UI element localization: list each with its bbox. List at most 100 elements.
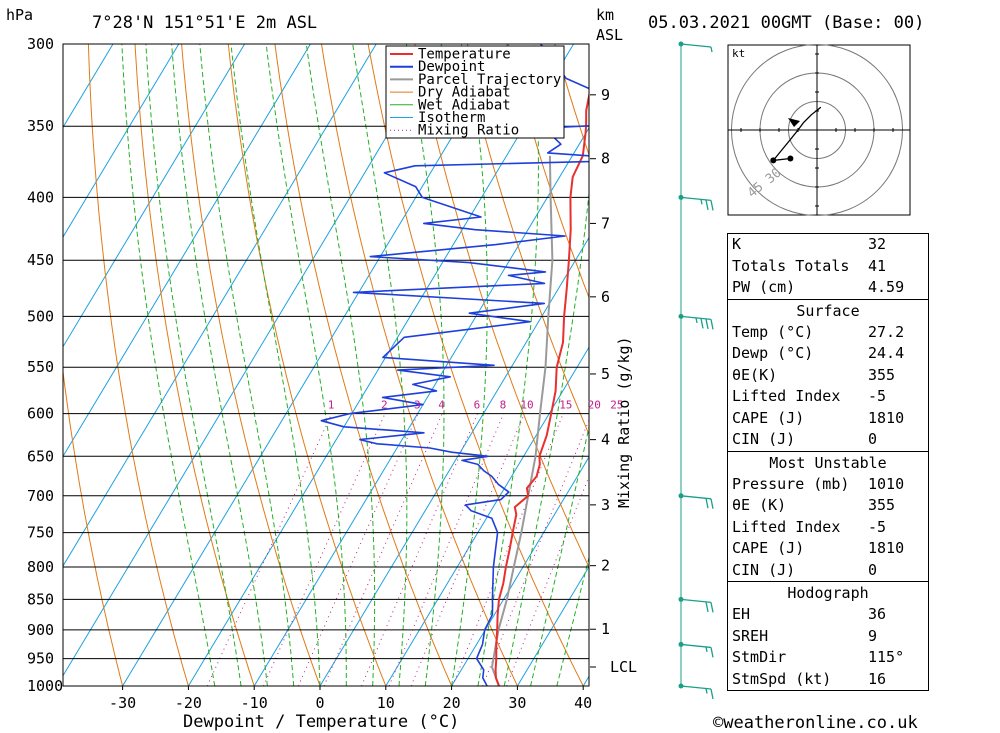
- wind-barb-half-flag: [710, 46, 713, 53]
- hodograph-section-title: Hodograph: [728, 581, 928, 604]
- isotherm-line: [187, 44, 575, 686]
- mu-lifted-index-row: Lifted Index -5: [728, 517, 928, 539]
- parcel-trajectory: [491, 155, 554, 686]
- pressure-tick-label: 800: [27, 558, 54, 576]
- index-label: Lifted Index: [732, 387, 841, 405]
- datetime-title: 05.03.2021 00GMT (Base: 00): [648, 13, 924, 33]
- mu-pressure-row: Pressure (mb) 1010: [728, 474, 928, 496]
- wet-adiabat-line: [451, 44, 488, 686]
- hodograph-point-dot: [770, 157, 777, 164]
- mixing-ratio-label: 2: [381, 399, 388, 412]
- mixing-ratio-label: 6: [474, 399, 481, 412]
- wet-adiabat-line: [352, 44, 408, 686]
- mixing-ratio-label: 8: [500, 399, 507, 412]
- wind-barb-column: [678, 41, 714, 700]
- isotherm-line: [122, 44, 509, 686]
- index-value: 0: [868, 430, 878, 448]
- mu-cape-row: CAPE (J) 1810: [728, 538, 928, 560]
- index-value: 115°: [868, 648, 905, 666]
- pressure-tick-label: 350: [27, 117, 54, 135]
- mixing-ratio-labels: 1 2 3 4 6 8 10 15 20 25: [328, 399, 624, 412]
- mixing-ratio-line: [323, 413, 443, 686]
- wind-barb-flag: [710, 319, 714, 330]
- index-label: CIN (J): [732, 430, 796, 448]
- mixing-ratio-label: 1: [328, 399, 335, 412]
- wet-adiabat-line: [121, 44, 216, 686]
- surface-dewp-row: Dewp (°C) 24.4: [728, 343, 928, 365]
- wind-barb-flag: [705, 199, 709, 211]
- general-indices-panel: K 32 Totals Totals 41 PW (cm) 4.59 Surface …: [727, 233, 929, 691]
- isotherm-line: [516, 565, 589, 686]
- wind-barb-half-flag: [705, 688, 708, 694]
- wet-adiabat-line: [530, 424, 589, 686]
- wet-adiabat-line: [145, 44, 242, 686]
- wind-barb-half-flag: [705, 646, 708, 653]
- wind-barb-flag: [700, 318, 704, 329]
- mu-theta-e-row: θE (K) 355: [728, 495, 928, 517]
- pressure-tick-label: 900: [27, 621, 54, 639]
- temperature-tick-label: -10: [241, 694, 268, 712]
- pressure-tick-label: 450: [27, 251, 54, 269]
- dry-adiabat-line: [507, 44, 589, 299]
- index-value: -5: [868, 387, 887, 405]
- legend-entry: Mixing Ratio: [418, 123, 519, 139]
- index-label: K: [732, 235, 742, 253]
- wind-barb-flag: [710, 498, 714, 509]
- hodograph-start-dot: [787, 155, 794, 162]
- temperature-tick-label: 0: [315, 694, 324, 712]
- isotherm-line: [63, 44, 377, 567]
- legend-box: [385, 45, 565, 139]
- storm-motion-arrow-icon: [788, 118, 800, 127]
- most-unstable-section-title: Most Unstable: [728, 450, 928, 474]
- sounding-profiles: [320, 44, 589, 686]
- wind-barb-flag: [705, 318, 709, 330]
- temperature-tick-label: 30: [508, 694, 526, 712]
- legend-entry: Parcel Trajectory: [418, 72, 561, 88]
- pressure-tick-label: 550: [27, 358, 54, 376]
- index-value: 0: [868, 560, 878, 579]
- dry-adiabat-line: [274, 44, 453, 686]
- wet-adiabat-line: [230, 44, 321, 686]
- mixing-ratio-line: [263, 413, 386, 686]
- asl-label: ASL: [596, 26, 623, 44]
- wind-barb-flag: [710, 602, 714, 613]
- mixing-ratio-axis-title: Mixing Ratio (g/kg): [615, 336, 633, 508]
- mixing-ratio-line: [206, 413, 333, 686]
- legend-entry: Dry Adiabat: [418, 85, 511, 101]
- isotherm-line: [63, 44, 114, 129]
- index-value: 1810: [868, 539, 905, 557]
- pressure-tick-label: 1000: [27, 677, 63, 695]
- temperature-tick-label: -20: [175, 694, 202, 712]
- surface-temp-row: Temp (°C) 27.2: [728, 322, 928, 344]
- index-label: Dewp (°C): [732, 344, 814, 362]
- wind-barb-shaft: [680, 43, 712, 48]
- index-value: 16: [868, 669, 887, 688]
- mixing-ratio-line: [297, 413, 419, 686]
- wind-barb-half-flag: [700, 199, 703, 205]
- index-value: 1010: [868, 474, 905, 493]
- index-label: Temp (°C): [732, 322, 814, 341]
- wet-adiabat-line: [556, 555, 589, 686]
- height-km-ticks: 9 8 7 6 5 4 3 2 1 LCL: [590, 86, 637, 676]
- pressure-tick-label: 650: [27, 447, 54, 465]
- index-label: CIN (J): [732, 560, 796, 579]
- index-value: 36: [868, 605, 887, 623]
- km-tick-label: 2: [601, 557, 610, 575]
- index-value: 24.4: [868, 344, 905, 362]
- index-label: PW (cm): [732, 278, 796, 296]
- wet-adiabat-line: [199, 44, 295, 686]
- hodograph-unit-label: kt: [732, 47, 745, 60]
- temperature-tick-label: -30: [109, 694, 136, 712]
- isotherm-line: [385, 346, 589, 686]
- isotherm-line: [63, 44, 443, 677]
- isotherm-line: [63, 44, 246, 348]
- wind-barb-flag: [710, 200, 714, 211]
- km-tick-label: 3: [601, 496, 610, 514]
- k-index-row: K 32: [728, 234, 928, 256]
- km-tick-label: 8: [601, 150, 610, 168]
- eh-row: EH 36: [728, 604, 928, 626]
- storm-speed-row: StmSpd (kt) 16: [728, 669, 928, 691]
- mu-cin-row: CIN (J) 0: [728, 560, 928, 582]
- mixing-ratio-label: 4: [438, 399, 445, 412]
- km-tick-label: 5: [601, 365, 610, 383]
